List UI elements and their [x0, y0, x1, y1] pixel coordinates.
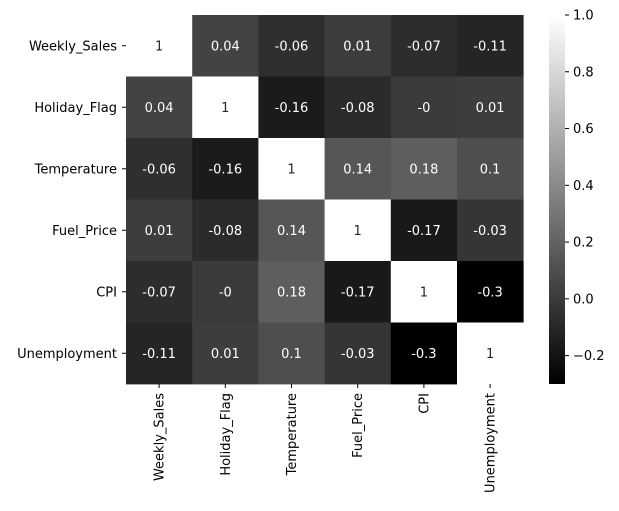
column-tick-label: Holiday_Flag [219, 393, 234, 476]
cell-value-label: 1 [155, 39, 163, 54]
heatmap-cell [258, 261, 325, 323]
colorbar-tick-label: 0.6 [573, 122, 594, 137]
heatmap-cell [192, 322, 259, 385]
heatmap-cell [258, 322, 325, 385]
cell-value-label: -0.17 [407, 224, 441, 239]
cell-value-label: -0.11 [142, 347, 176, 362]
cell-value-label: -0.03 [473, 224, 507, 239]
row-tick-label: Fuel_Price [52, 224, 117, 239]
heatmap-cell [324, 138, 392, 200]
colorbar-tick-label: 0.2 [573, 236, 594, 251]
heatmap-cell [457, 138, 524, 200]
cell-value-label: -0.08 [341, 101, 375, 116]
cell-value-label: 0.01 [343, 39, 372, 54]
heatmap-cell [457, 199, 524, 262]
column-tick-label: Temperature [285, 393, 300, 476]
colorbar-gradient [549, 15, 565, 384]
heatmap-cell [457, 76, 524, 139]
heatmap-cell [258, 76, 325, 139]
heatmap-cell [126, 261, 193, 323]
row-tick-label: Unemployment [17, 347, 117, 362]
heatmap-cell [390, 199, 458, 262]
heatmap-cell [390, 76, 458, 139]
cell-value-label: -0.06 [275, 39, 309, 54]
heatmap-cell [390, 322, 458, 385]
cell-value-label: -0.07 [407, 39, 441, 54]
row-tick-labels: Weekly_Sales Holiday_Flag Temperature Fuel_… [17, 39, 126, 362]
cell-value-label: 0.04 [145, 101, 174, 116]
colorbar-tick-label: 0.8 [573, 65, 594, 80]
cell-value-label: 0.14 [277, 224, 306, 239]
heatmap-cell [457, 261, 524, 323]
cell-value-label: 0.1 [480, 162, 501, 177]
cell-value-label: 0.18 [277, 285, 306, 300]
heatmap-cell [126, 322, 193, 385]
cell-value-label: -0.3 [477, 285, 502, 300]
heatmap-cell [126, 15, 193, 77]
heatmap-cell [126, 199, 193, 262]
colorbar-tick-label: 1.0 [573, 9, 594, 24]
column-tick-labels: Weekly_Sales Holiday_Flag Temperature Fuel_… [153, 384, 499, 493]
colorbar: −0.2 0.0 0.2 0.4 0.6 0.8 1.0 [549, 9, 605, 384]
heatmap-cell [126, 76, 193, 139]
cell-value-label: 0.18 [409, 162, 438, 177]
colorbar-tick-label: −0.2 [573, 349, 605, 364]
heatmap-cell [192, 138, 259, 200]
cell-value-label: 1 [486, 347, 494, 362]
cell-value-label: 0.01 [476, 101, 505, 116]
heatmap-cell [324, 199, 392, 262]
heatmap-cells: 1 0.04 -0.06 0.01 -0.07 -0.11 0.04 1 -0.16 -0.08 -… [126, 15, 524, 385]
heatmap-cell [192, 15, 259, 77]
cell-value-label: -0.11 [473, 39, 507, 54]
row-tick-label: Weekly_Sales [29, 39, 117, 54]
cell-value-label: -0.07 [142, 285, 176, 300]
column-tick-label: CPI [417, 393, 432, 414]
cell-value-label: -0.16 [275, 101, 309, 116]
cell-value-label: -0.06 [142, 162, 176, 177]
heatmap-cell [324, 322, 392, 385]
cell-value-label: -0.08 [208, 224, 242, 239]
cell-value-label: 1 [354, 224, 362, 239]
heatmap-cell [390, 138, 458, 200]
heatmap-cell [390, 15, 458, 77]
cell-value-label: 1 [221, 101, 229, 116]
cell-value-label: -0.16 [208, 162, 242, 177]
column-tick-label: Unemployment [484, 393, 499, 493]
cell-value-label: -0.17 [341, 285, 375, 300]
cell-value-label: -0 [219, 285, 232, 300]
heatmap-cell [324, 15, 392, 77]
cell-value-label: 0.01 [145, 224, 174, 239]
heatmap-cell [192, 76, 259, 139]
row-tick-label: CPI [96, 285, 117, 300]
heatmap-cell [324, 76, 392, 139]
cell-value-label: 0.1 [281, 347, 302, 362]
heatmap-cell [192, 199, 259, 262]
heatmap-cell [126, 138, 193, 200]
heatmap-cell [390, 261, 458, 323]
heatmap-cell [258, 15, 325, 77]
row-tick-label: Temperature [34, 162, 117, 177]
heatmap-cell [324, 261, 392, 323]
cell-value-label: -0.3 [411, 347, 436, 362]
heatmap-cell [457, 322, 524, 385]
colorbar-tick-label: 0.0 [573, 292, 594, 307]
cell-value-label: 0.04 [211, 39, 240, 54]
heatmap-cell [192, 261, 259, 323]
column-tick-label: Weekly_Sales [153, 393, 168, 481]
cell-value-label: 0.01 [211, 347, 240, 362]
cell-value-label: 1 [420, 285, 428, 300]
cell-value-label: 1 [287, 162, 295, 177]
heatmap-cell [258, 199, 325, 262]
heatmap-cell [457, 15, 524, 77]
cell-value-label: 0.14 [343, 162, 372, 177]
heatmap-cell [258, 138, 325, 200]
column-tick-label: Fuel_Price [351, 393, 366, 458]
cell-value-label: -0.03 [341, 347, 375, 362]
row-tick-label: Holiday_Flag [34, 101, 117, 116]
cell-value-label: -0 [417, 101, 430, 116]
colorbar-tick-label: 0.4 [573, 179, 594, 194]
